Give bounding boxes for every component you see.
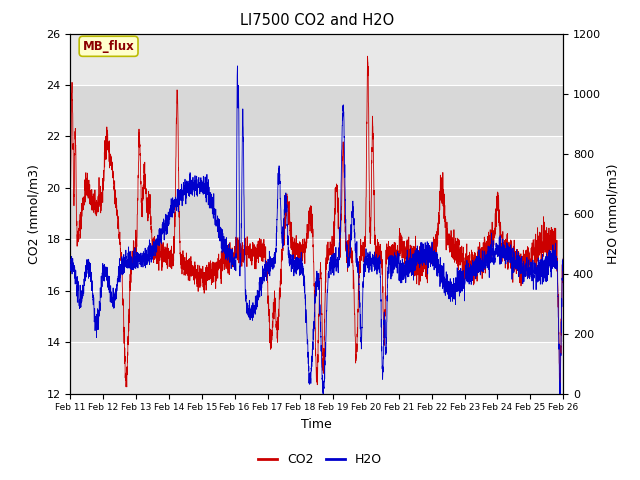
Bar [70, 291, 563, 342]
X-axis label: Time: Time [301, 418, 332, 431]
CO2 [513, 260, 520, 265]
Legend: CO2, H2O: CO2, H2O [253, 448, 387, 471]
CO2 [204, 271, 212, 276]
Line: CO2: CO2 [70, 56, 563, 394]
CO2 [559, 255, 567, 261]
Title: LI7500 CO2 and H2O: LI7500 CO2 and H2O [239, 13, 394, 28]
CO2 [364, 53, 371, 59]
H2O [172, 199, 180, 204]
H2O [365, 254, 372, 260]
H2O [559, 261, 567, 266]
CO2 [67, 198, 74, 204]
H2O [204, 183, 212, 189]
H2O [559, 256, 567, 262]
H2O [319, 391, 327, 396]
Line: H2O: H2O [70, 66, 563, 394]
CO2 [556, 391, 564, 396]
CO2 [559, 267, 567, 273]
Y-axis label: H2O (mmol/m3): H2O (mmol/m3) [607, 163, 620, 264]
Bar [70, 85, 563, 136]
H2O [513, 247, 520, 253]
CO2 [365, 101, 372, 107]
Bar [70, 136, 563, 188]
H2O [67, 256, 74, 262]
Bar [70, 34, 563, 85]
CO2 [373, 249, 381, 254]
Bar [70, 342, 563, 394]
CO2 [172, 154, 180, 159]
Text: MB_flux: MB_flux [83, 40, 134, 53]
H2O [234, 63, 241, 69]
Bar [70, 240, 563, 291]
Bar [70, 188, 563, 240]
Y-axis label: CO2 (mmol/m3): CO2 (mmol/m3) [28, 164, 41, 264]
H2O [373, 256, 381, 262]
